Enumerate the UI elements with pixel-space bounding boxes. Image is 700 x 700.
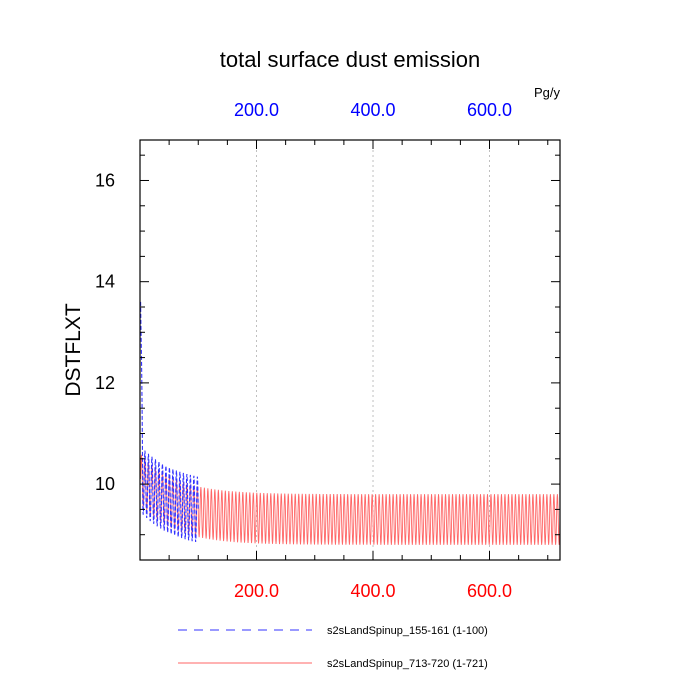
y-tick-label: 14 — [95, 272, 115, 292]
units-label: Pg/y — [534, 85, 561, 100]
x-tick-label-top: 400.0 — [350, 100, 395, 120]
x-tick-label-bottom: 400.0 — [350, 581, 395, 601]
y-tick-label: 12 — [95, 373, 115, 393]
tick-labels: 200.0 200.0 400.0 400.0 600.0 600.0 10 12 14 16 — [95, 100, 512, 601]
series-layer — [140, 301, 561, 545]
axis-ticks — [139, 140, 560, 560]
y-tick-label: 16 — [95, 170, 115, 190]
chart-title: total surface dust emission — [220, 47, 480, 72]
x-tick-label-top: 200.0 — [234, 100, 279, 120]
grid-lines — [256, 140, 490, 560]
plot-frame — [139, 139, 561, 561]
x-tick-label-top: 600.0 — [467, 100, 512, 120]
series-line-2 — [140, 454, 561, 545]
legend-label-2: s2sLandSpinup_713-720 (1-721) — [327, 658, 488, 670]
x-tick-label-bottom: 600.0 — [467, 581, 512, 601]
y-axis-label: DSTFLXT — [62, 303, 85, 397]
legend-label-1: s2sLandSpinup_155-161 (1-100) — [327, 625, 488, 637]
x-tick-label-bottom: 200.0 — [234, 581, 279, 601]
legend: s2sLandSpinup_155-161 (1-100) s2sLandSpin… — [178, 625, 488, 670]
y-tick-label: 10 — [95, 474, 115, 494]
series-line-1 — [140, 301, 199, 543]
